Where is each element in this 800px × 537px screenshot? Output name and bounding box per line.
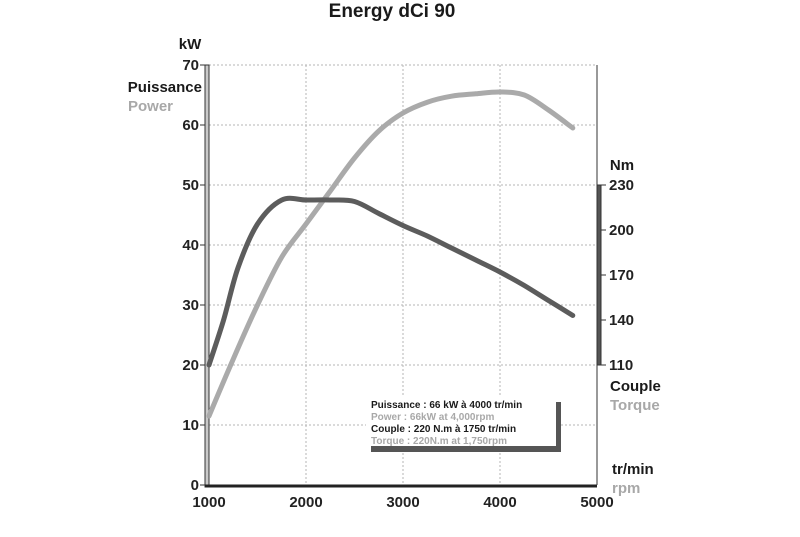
x-axis-label-en: rpm [612, 480, 640, 497]
chart-title: Energy dCi 90 [329, 1, 456, 22]
x-tick-label: 4000 [483, 494, 516, 511]
left-tick-label: 60 [182, 117, 199, 134]
left-axis-label-en: Power [128, 98, 173, 115]
axes [204, 64, 602, 488]
left-axis-bar [204, 64, 210, 488]
left-tick-label: 0 [191, 477, 199, 494]
left-tick-label: 50 [182, 177, 199, 194]
series-line-torque [206, 195, 576, 368]
right-axis-unit: Nm [610, 157, 634, 174]
legend-line-power-fr: Puissance : 66 kW à 4000 tr/min [371, 400, 522, 411]
right-axis-label-fr: Couple [610, 378, 661, 395]
x-tick-label: 2000 [289, 494, 322, 511]
right-tick-label: 200 [609, 222, 634, 239]
right-axis-label-en: Torque [610, 397, 660, 414]
left-tick-label: 10 [182, 417, 199, 434]
left-axis-label-fr: Puissance [128, 79, 202, 96]
series-line-power [206, 89, 576, 419]
tick-labels: 0 10 20 30 40 50 60 70 110 140 170 200 230 1000 2000 30… [182, 57, 634, 511]
right-axis-bar [596, 184, 602, 366]
legend-line-torque-fr: Couple : 220 N.m à 1750 tr/min [371, 424, 516, 435]
right-tick-label: 110 [609, 357, 633, 374]
x-tick-label: 3000 [386, 494, 419, 511]
left-tick-label: 40 [182, 237, 199, 254]
grid [209, 64, 597, 485]
legend-line-torque-en: Torque : 220N.m at 1,750rpm [371, 436, 507, 447]
left-tick-label: 20 [182, 357, 199, 374]
legend: Puissance : 66 kW à 4000 tr/min Power : … [366, 396, 561, 452]
left-axis-unit: kW [179, 36, 202, 53]
left-tick-label: 70 [182, 57, 199, 74]
legend-box [366, 396, 556, 446]
legend-line-power-en: Power : 66kW at 4,000rpm [371, 412, 494, 423]
right-tick-label: 140 [609, 312, 634, 329]
right-tick-label: 230 [609, 177, 634, 194]
series-lines [206, 89, 576, 419]
x-axis-label-fr: tr/min [612, 461, 654, 478]
right-tick-label: 170 [609, 267, 634, 284]
left-tick-label: 30 [182, 297, 199, 314]
x-tick-label: 5000 [580, 494, 613, 511]
x-tick-label: 1000 [192, 494, 225, 511]
